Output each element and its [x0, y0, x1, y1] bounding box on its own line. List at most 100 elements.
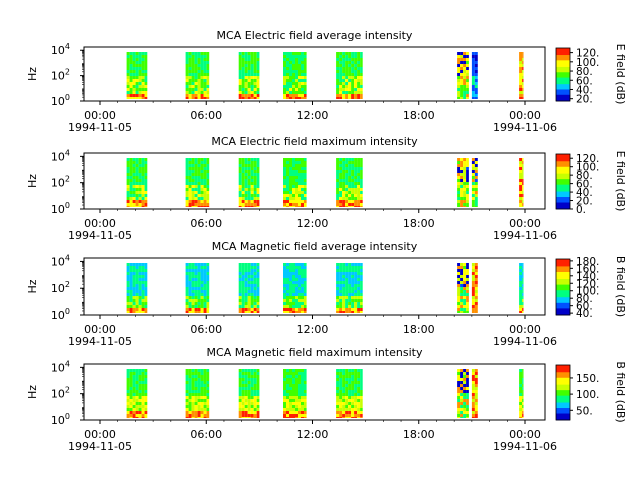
- spectrogram-cell: [286, 266, 289, 269]
- spectrogram-cell: [522, 97, 524, 99]
- spectrogram-cell: [256, 372, 260, 375]
- spectrogram-cell: [298, 52, 301, 55]
- spectrogram-cell: [132, 82, 136, 85]
- spectrogram-cell: [132, 170, 136, 173]
- spectrogram-cell: [253, 164, 257, 167]
- spectrogram-cell: [241, 161, 245, 164]
- spectrogram-cell: [132, 299, 136, 302]
- spectrogram-cell: [295, 58, 298, 61]
- spectrogram-cell: [191, 266, 195, 269]
- spectrogram-cell: [289, 275, 292, 278]
- spectrogram-cell: [197, 158, 201, 161]
- spectrogram-cell: [250, 384, 254, 387]
- spectrogram-cell: [238, 85, 242, 88]
- spectrogram-cell: [244, 161, 248, 164]
- spectrogram-cell: [129, 381, 133, 384]
- y-tick-label: 100: [51, 412, 70, 427]
- spectrogram-cell: [348, 58, 352, 61]
- spectrogram-cell: [256, 176, 260, 179]
- spectrogram-cell: [126, 206, 130, 207]
- spectrogram-cell: [348, 206, 352, 207]
- spectrogram-cell: [135, 82, 139, 85]
- spectrogram-cell: [138, 378, 142, 381]
- spectrogram-cell: [188, 378, 192, 381]
- spectrogram-cell: [256, 194, 260, 197]
- spectrogram-cell: [354, 287, 358, 290]
- x-tick-label: 18:00: [403, 428, 435, 441]
- spectrogram-cell: [463, 411, 467, 414]
- spectrogram-cell: [247, 188, 251, 191]
- spectrogram-cell: [238, 200, 242, 203]
- spectrogram-cell: [283, 200, 286, 203]
- spectrogram-cell: [238, 263, 242, 266]
- spectrogram-cell: [138, 182, 142, 185]
- spectrogram-cell: [336, 272, 340, 275]
- spectrogram-cell: [519, 67, 523, 70]
- spectrogram-cell: [336, 393, 340, 396]
- spectrogram-cell: [253, 290, 257, 293]
- spectrogram-cell: [301, 390, 304, 393]
- spectrogram-cell: [360, 296, 363, 299]
- spectrogram-cell: [301, 396, 304, 399]
- spectrogram-cell: [194, 390, 198, 393]
- spectrogram-cell: [141, 311, 145, 313]
- spectrogram-cell: [301, 290, 304, 293]
- spectrogram-block: [336, 158, 363, 207]
- x-tick-label: 00:00: [509, 323, 541, 336]
- spectrogram-cell: [360, 393, 363, 396]
- spectrogram-cell: [244, 405, 248, 408]
- colorbar-swatch: [556, 154, 570, 156]
- spectrogram-cell: [191, 197, 195, 200]
- spectrogram-cell: [460, 200, 464, 203]
- spectrogram-cell: [244, 375, 248, 378]
- spectrogram-cell: [197, 372, 201, 375]
- spectrogram-cell: [292, 414, 295, 417]
- spectrogram-block: [238, 263, 260, 313]
- spectrogram-cell: [519, 52, 523, 55]
- spectrogram-cell: [185, 206, 189, 207]
- spectrogram-cell: [301, 278, 304, 281]
- spectrogram-cell: [286, 97, 289, 99]
- spectrogram-cell: [357, 263, 361, 266]
- spectrogram-cell: [463, 296, 467, 299]
- spectrogram-cell: [203, 302, 207, 305]
- spectrogram-cell: [304, 188, 307, 191]
- spectrogram-cell: [244, 308, 248, 311]
- spectrogram-cell: [519, 161, 523, 164]
- spectrogram-cell: [471, 82, 475, 85]
- spectrogram-cell: [519, 158, 523, 161]
- spectrogram-cell: [185, 308, 189, 311]
- spectrogram-cell: [301, 188, 304, 191]
- spectrogram-cell: [304, 52, 307, 55]
- spectrogram-cell: [339, 182, 343, 185]
- spectrogram-cell: [250, 52, 254, 55]
- spectrogram-cell: [295, 82, 298, 85]
- spectrogram-cell: [345, 393, 349, 396]
- spectrogram-cell: [463, 194, 467, 197]
- spectrogram-cell: [191, 173, 195, 176]
- spectrogram-cell: [348, 369, 352, 372]
- spectrogram-cell: [471, 414, 475, 417]
- spectrogram-cell: [129, 61, 133, 64]
- colorbar-swatch: [556, 400, 570, 403]
- spectrogram-cell: [292, 173, 295, 176]
- spectrogram-cell: [351, 52, 355, 55]
- spectrogram-cell: [301, 405, 304, 408]
- spectrogram-cell: [188, 170, 192, 173]
- spectrogram-cell: [185, 194, 189, 197]
- spectrogram-cell: [295, 381, 298, 384]
- spectrogram-cell: [247, 185, 251, 188]
- spectrogram-cell: [354, 170, 358, 173]
- spectrogram-cell: [357, 70, 361, 73]
- spectrogram-cell: [474, 194, 478, 197]
- spectrogram-cell: [463, 73, 467, 76]
- spectrogram-cell: [357, 302, 361, 305]
- spectrogram-cell: [519, 179, 523, 182]
- spectrogram-cell: [138, 194, 142, 197]
- spectrogram-cell: [357, 372, 361, 375]
- spectrogram-cell: [463, 375, 467, 378]
- colorbar-swatch: [556, 365, 570, 367]
- spectrogram-cell: [197, 58, 201, 61]
- colorbar-tick-label: 40.: [576, 187, 593, 199]
- spectrogram-cell: [286, 272, 289, 275]
